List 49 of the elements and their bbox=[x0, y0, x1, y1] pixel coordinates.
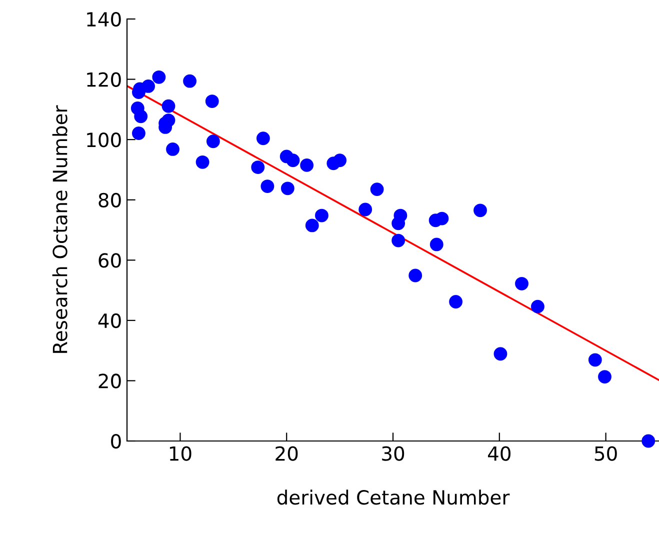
point bbox=[260, 180, 274, 193]
point bbox=[435, 212, 449, 226]
y-tick-label: 100 bbox=[87, 132, 121, 148]
point bbox=[392, 234, 406, 248]
x-tick-label: 20 bbox=[276, 446, 298, 461]
y-tick-label: 80 bbox=[98, 192, 121, 208]
point bbox=[449, 295, 462, 308]
point bbox=[286, 154, 300, 168]
point bbox=[206, 134, 220, 148]
x-axis-title: derived Cetane Number bbox=[277, 490, 510, 505]
point bbox=[132, 126, 146, 140]
x-tick-label: 10 bbox=[170, 446, 192, 461]
point bbox=[515, 276, 528, 290]
point bbox=[358, 202, 372, 216]
y-tick-label: 20 bbox=[98, 374, 121, 388]
point bbox=[152, 70, 166, 84]
y-tick-label: 120 bbox=[87, 72, 121, 87]
point bbox=[251, 160, 265, 174]
point bbox=[370, 182, 384, 196]
point bbox=[166, 142, 180, 156]
point bbox=[333, 154, 347, 168]
point bbox=[142, 80, 155, 93]
y-tick-label: 0 bbox=[111, 434, 121, 449]
y-tick-label: 140 bbox=[87, 12, 121, 27]
x-tick-label: 40 bbox=[488, 446, 510, 461]
point bbox=[196, 155, 210, 169]
point bbox=[305, 218, 319, 232]
y-axis-title: Research Octane Number bbox=[52, 105, 68, 353]
y-tick-label: 40 bbox=[98, 313, 121, 328]
point bbox=[300, 158, 314, 172]
point bbox=[134, 110, 148, 124]
point bbox=[315, 208, 328, 222]
x-tick-label: 50 bbox=[594, 446, 617, 461]
point bbox=[205, 94, 219, 108]
point bbox=[392, 216, 406, 230]
point bbox=[430, 238, 444, 252]
point bbox=[494, 347, 508, 361]
point bbox=[183, 74, 196, 88]
y-tick-label: 60 bbox=[98, 253, 121, 268]
point bbox=[588, 353, 602, 367]
point bbox=[162, 99, 176, 113]
point bbox=[598, 370, 612, 384]
x-tick-label: 30 bbox=[382, 446, 404, 461]
point bbox=[530, 300, 544, 314]
point bbox=[280, 182, 294, 196]
point bbox=[474, 204, 487, 218]
point bbox=[642, 434, 656, 448]
point bbox=[256, 132, 270, 146]
point bbox=[408, 268, 422, 282]
